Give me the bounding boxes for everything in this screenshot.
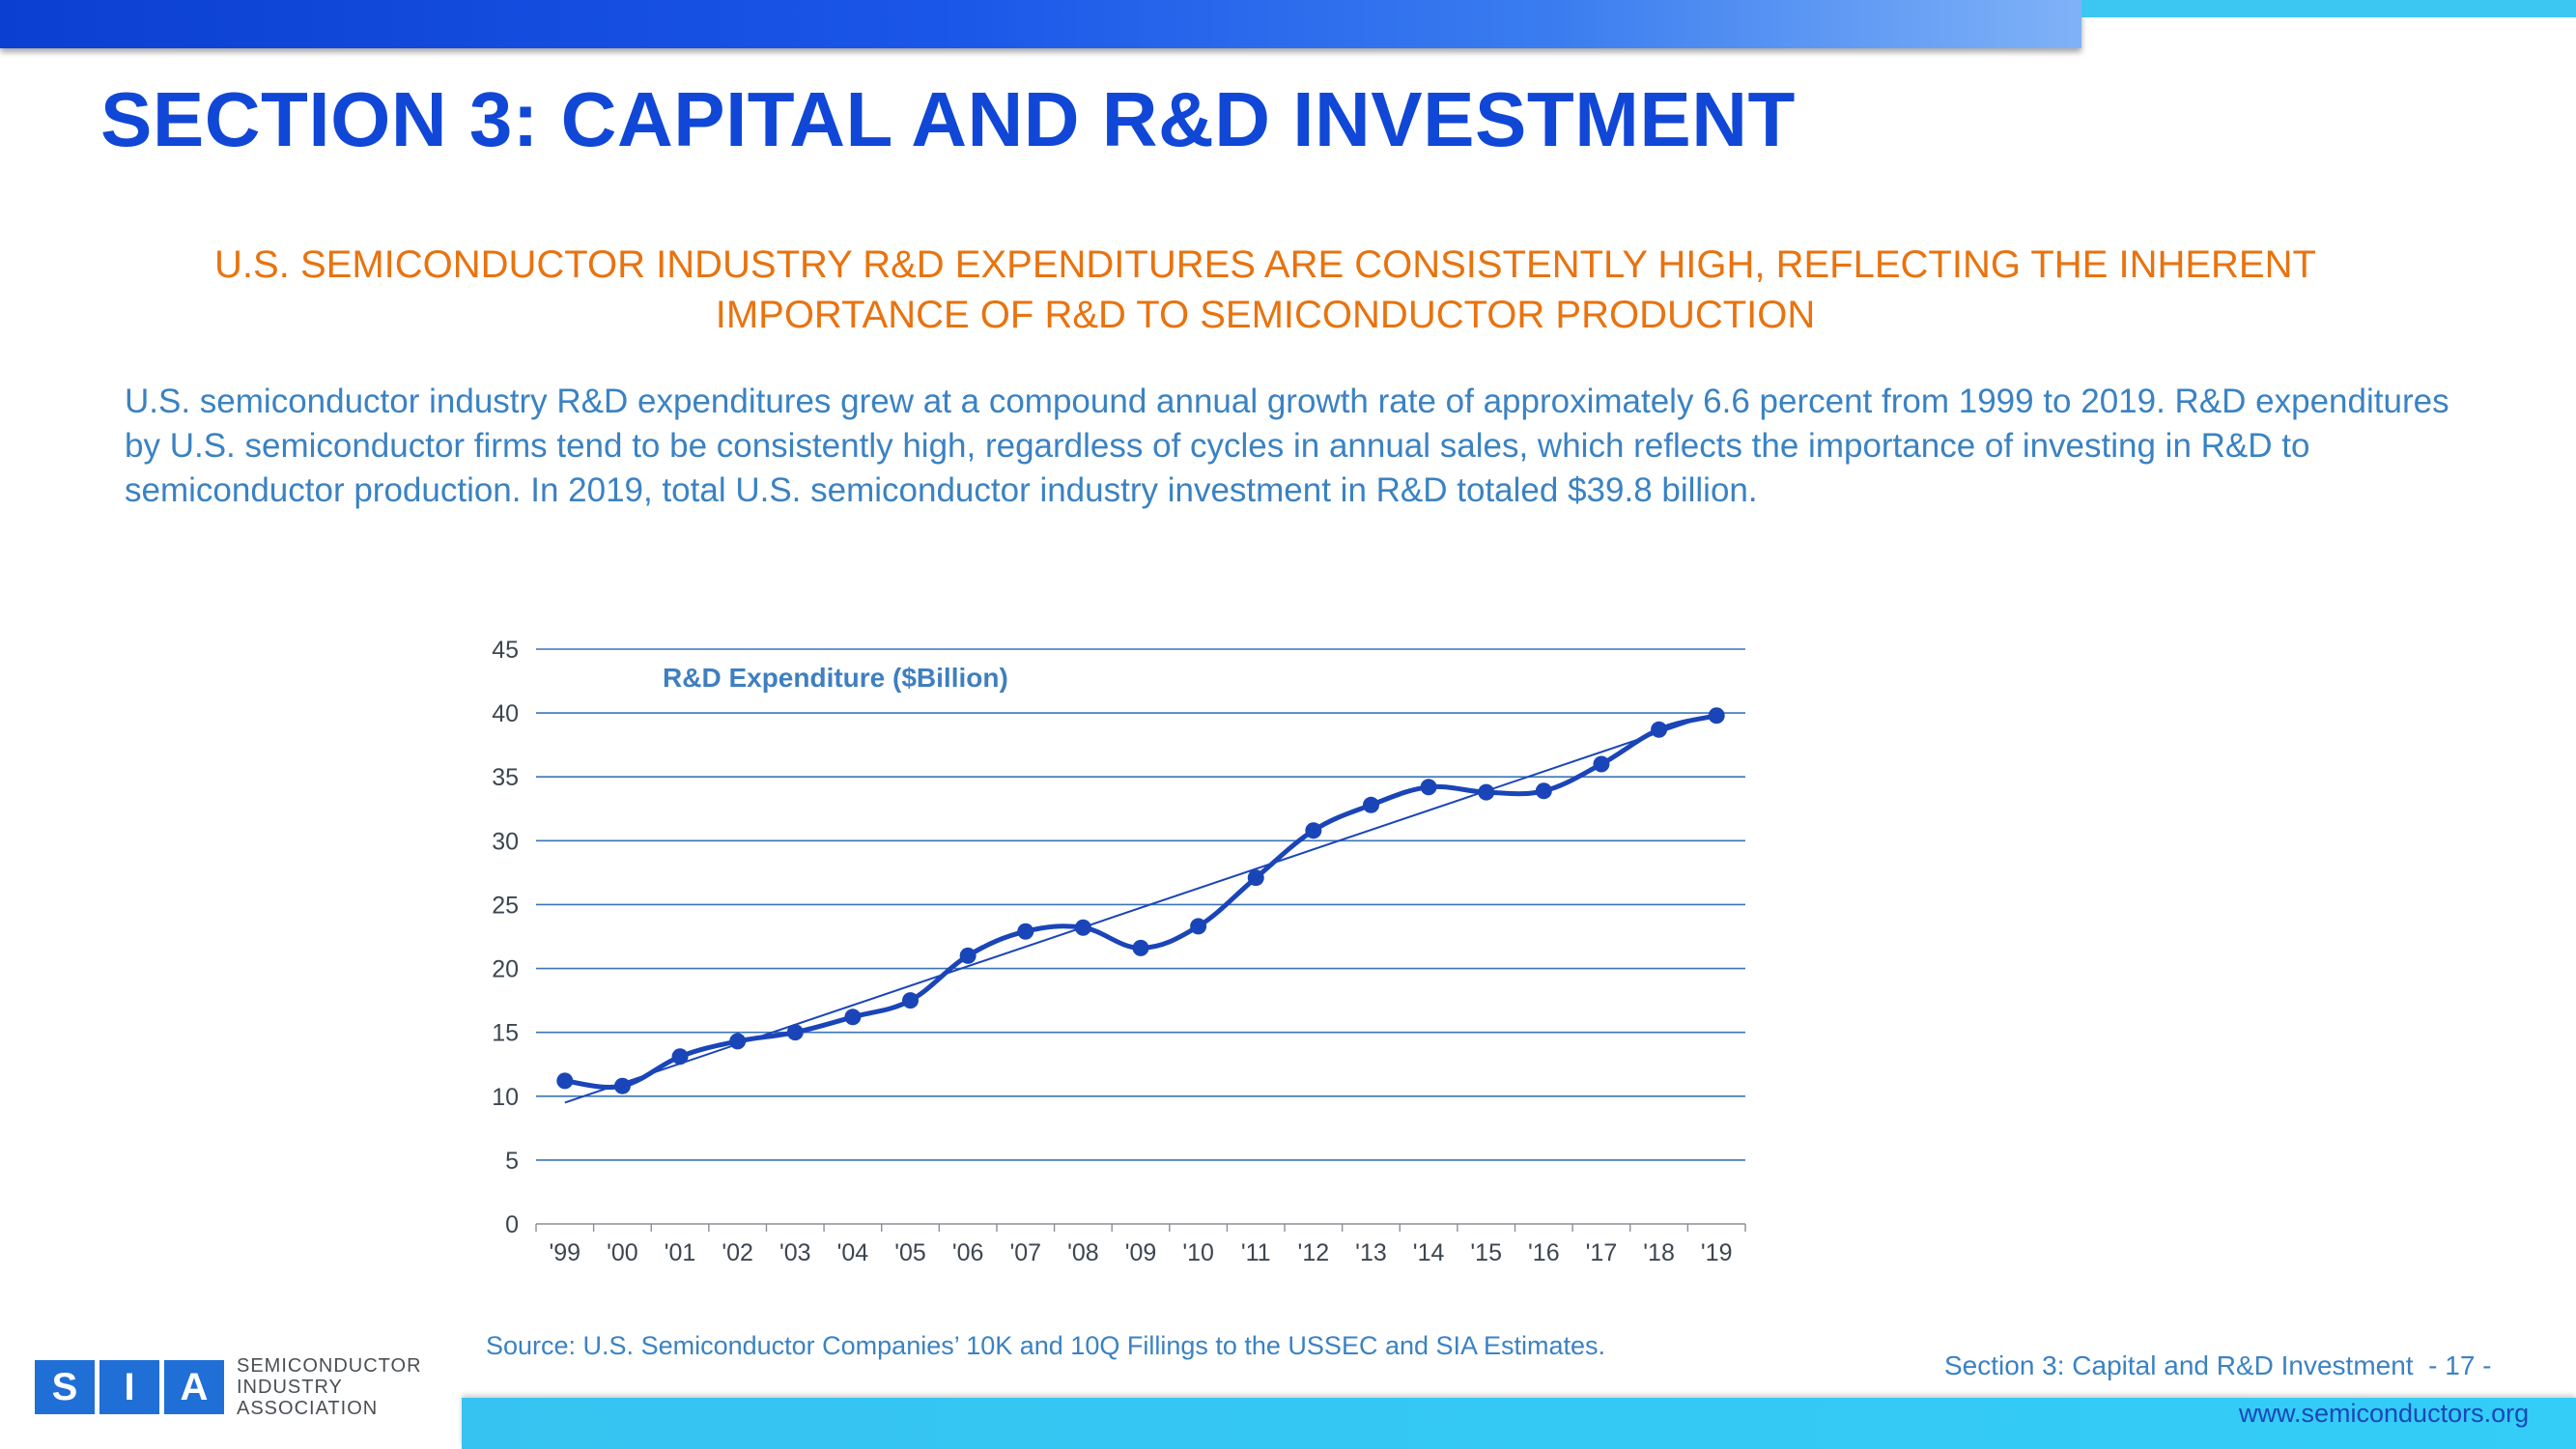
gridlines [536,648,1745,1161]
x-tick-label: '10 [1182,1239,1214,1266]
logo-line-3: ASSOCIATION [237,1398,379,1419]
y-tick-label: 20 [492,956,519,983]
x-tick-label: '12 [1298,1239,1330,1266]
top-accent-strip [2081,0,2576,17]
x-tick-label: '15 [1470,1239,1502,1266]
x-tick-label: '07 [1009,1239,1041,1266]
data-point [902,992,920,1009]
data-point [613,1077,631,1094]
chart-title: R&D Expenditure ($Billion) [663,663,1008,693]
data-point [1074,919,1091,936]
x-tick-label: '09 [1125,1239,1157,1266]
data-point [1305,822,1322,839]
x-tick-label: '19 [1701,1239,1733,1266]
x-tick-label: '01 [665,1239,696,1266]
logo-line-2: INDUSTRY [237,1377,343,1398]
x-tick-label: '16 [1528,1239,1560,1266]
page-title: SECTION 3: CAPITAL AND R&D INVESTMENT [100,76,1796,162]
y-tick-label: 0 [505,1211,519,1238]
data-point [1478,783,1495,801]
logo-letter-s: S [35,1360,95,1414]
x-tick-label: '18 [1643,1239,1675,1266]
y-tick-label: 40 [492,700,519,727]
x-tick-label: '04 [837,1239,869,1266]
data-point [1651,721,1668,738]
y-tick-label: 10 [492,1084,519,1111]
data-point [1708,707,1725,724]
x-tick-label: '14 [1413,1239,1445,1266]
logo-wordmark: SEMICONDUCTOR INDUSTRY ASSOCIATION [237,1355,422,1419]
logo-line-1: SEMICONDUCTOR [237,1355,422,1377]
data-point [1362,796,1379,813]
data-point [729,1033,747,1050]
logo-letter-a: A [164,1360,224,1414]
y-tick-label: 35 [492,764,519,791]
footer-website-link[interactable]: www.semiconductors.org [2239,1399,2530,1428]
data-point [1190,918,1207,935]
x-tick-label: '02 [722,1239,753,1266]
x-tick-label: '11 [1241,1239,1271,1266]
x-tick-label: '03 [779,1239,811,1266]
y-tick-label: 30 [492,828,519,855]
x-tick-label: '99 [550,1239,581,1266]
x-tick-label: '00 [607,1239,638,1266]
y-tick-label: 15 [492,1020,519,1047]
logo-letter-i: I [99,1360,159,1414]
data-point [1593,755,1610,773]
data-point [1247,869,1264,887]
bottom-accent-strip [462,1398,2576,1449]
data-point [1420,779,1437,796]
footer-section-label: Section 3: Capital and R&D Investment - … [1944,1350,2492,1380]
series-layer [556,707,1725,1094]
data-point [1535,782,1552,800]
x-tick-label: '05 [894,1239,926,1266]
y-tick-label: 5 [505,1148,519,1175]
source-note: Source: U.S. Semiconductor Companies’ 10… [486,1331,1606,1360]
data-point [671,1048,689,1065]
axes: 0 5 10 15 20 25 30 35 40 45 '99 '00 '01 '02 '03 '04 '05 '… [492,637,1746,1266]
sia-logo: S I A SEMICONDUCTOR INDUSTRY ASSOCIATION [35,1355,422,1419]
x-tick-label: '06 [952,1239,984,1266]
data-point [786,1024,804,1041]
x-tick-label: '13 [1355,1239,1387,1266]
data-point [844,1009,862,1026]
data-point [959,947,977,964]
slide-subtitle: U.S. SEMICONDUCTOR INDUSTRY R&D EXPENDIT… [214,243,2316,336]
top-banner [0,0,2081,48]
body-paragraph: U.S. semiconductor industry R&D expendit… [125,383,2449,509]
x-tick-label: '08 [1067,1239,1099,1266]
data-point [1132,939,1149,956]
rd-expenditure-chart: 0 5 10 15 20 25 30 35 40 45 '99 '00 '01 '02 '03 '04 '05 '… [492,637,1746,1266]
x-tick-label: '17 [1586,1239,1618,1266]
y-tick-label: 45 [492,637,519,664]
data-point [1017,923,1034,940]
data-point [556,1072,574,1090]
y-tick-label: 25 [492,892,519,919]
